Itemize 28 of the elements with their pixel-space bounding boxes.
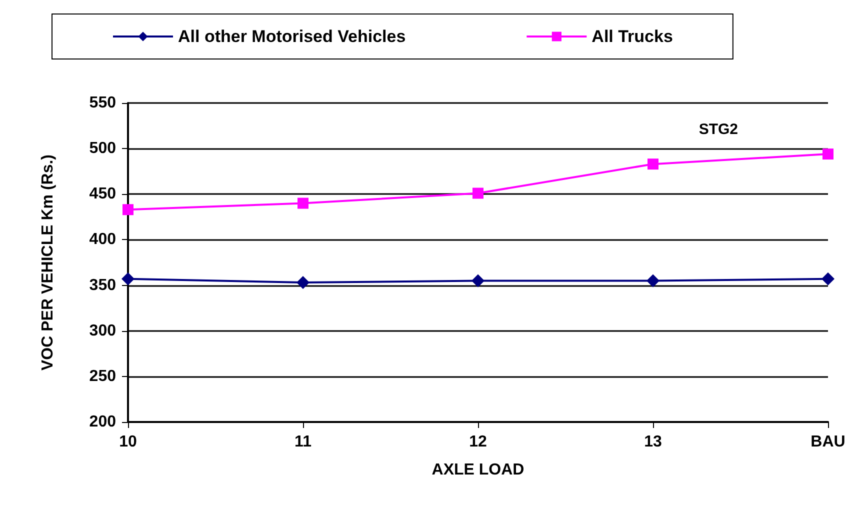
- y-tick-label: 250: [89, 368, 116, 385]
- y-axis-title: VOC PER VEHICLE Km (Rs.): [40, 154, 56, 371]
- point: [472, 274, 484, 288]
- point: [296, 276, 310, 290]
- y-tick-label: 550: [89, 94, 116, 112]
- x-tick-label: 11: [294, 434, 312, 450]
- point: [122, 272, 134, 286]
- y-tick-label: 200: [89, 414, 116, 430]
- x-tick-label: 12: [469, 434, 487, 450]
- point: [648, 158, 658, 170]
- point: [822, 272, 834, 286]
- legend-label: All other Motorised Vehicles: [178, 27, 406, 46]
- x-axis-title: AXLE LOAD: [432, 462, 524, 478]
- y-tick-label: 300: [89, 322, 116, 340]
- y-tick-label: 450: [89, 186, 116, 203]
- point: [822, 148, 834, 160]
- point: [472, 188, 484, 199]
- y-tick-label: 400: [89, 231, 116, 248]
- legend-label: All Trucks: [592, 27, 673, 46]
- x-tick-label: BAU: [810, 434, 846, 450]
- annotation: STG2: [698, 121, 738, 138]
- y-tick-label: 350: [89, 276, 116, 294]
- point: [646, 274, 660, 288]
- point: [122, 204, 134, 216]
- y-tick-label: 500: [89, 140, 116, 158]
- x-tick-label: 10: [119, 434, 137, 450]
- point: [298, 198, 308, 209]
- x-tick-label: 13: [644, 434, 662, 450]
